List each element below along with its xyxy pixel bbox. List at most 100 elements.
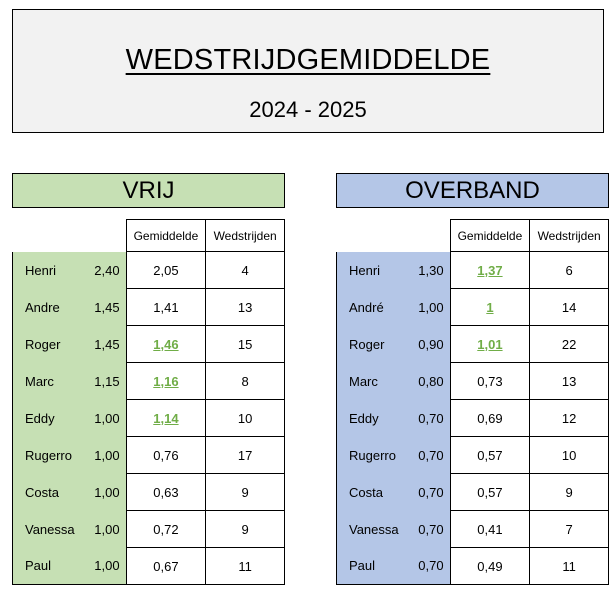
player-target: 1,00 (94, 558, 120, 574)
player-target: 1,45 (94, 299, 120, 315)
player-matches: 4 (205, 251, 285, 289)
player-average: 0,73 (477, 373, 503, 389)
player-target: 0,70 (418, 558, 444, 574)
overband-table: Gemiddelde Wedstrijden Henri 1,30 1,37 6 And… (336, 219, 609, 585)
player-matches: 9 (205, 473, 285, 511)
player-average: 1,46 (153, 336, 179, 352)
player-matches: 13 (529, 362, 609, 400)
player-target: 0,70 (418, 484, 444, 500)
player-target: 0,70 (418, 410, 444, 426)
player-average: 0,57 (477, 484, 503, 500)
player-name: Eddy (349, 410, 379, 426)
title-box: WEDSTRIJDGEMIDDELDE 2024 - 2025 (12, 9, 604, 133)
player-name: Roger (25, 336, 61, 352)
player-average: 0,69 (477, 410, 503, 426)
player-target: 0,70 (418, 521, 444, 537)
player-name: Vanessa (349, 521, 399, 537)
table-row: Costa 0,70 0,57 9 (336, 473, 609, 511)
player-average: 0,76 (153, 447, 179, 463)
player-average: 1,16 (153, 373, 179, 389)
player-matches: 9 (205, 510, 285, 548)
player-name: Andre (25, 299, 60, 315)
vrij-table: Gemiddelde Wedstrijden Henri 2,40 2,05 4 And… (12, 219, 285, 585)
player-matches: 10 (529, 436, 609, 474)
table-row: Roger 1,45 1,46 15 (12, 325, 285, 363)
player-average: 1,41 (153, 299, 179, 315)
player-name: Henri (349, 262, 381, 278)
player-average: 0,72 (153, 521, 179, 537)
player-target: 1,00 (94, 447, 120, 463)
player-target: 1,15 (94, 373, 120, 389)
player-name: Costa (349, 484, 383, 500)
player-name: Rugerro (25, 447, 72, 463)
player-average: 0,67 (153, 558, 179, 574)
player-matches: 9 (529, 473, 609, 511)
table-row: Paul 1,00 0,67 11 (12, 547, 285, 585)
table-row: Costa 1,00 0,63 9 (12, 473, 285, 511)
player-average: 1,37 (477, 262, 503, 278)
table-row: Andre 1,45 1,41 13 (12, 288, 285, 326)
player-average: 0,57 (477, 447, 503, 463)
table-row: Rugerro 0,70 0,57 10 (336, 436, 609, 474)
table-row: Vanessa 1,00 0,72 9 (12, 510, 285, 548)
player-target: 1,00 (94, 521, 120, 537)
player-matches: 17 (205, 436, 285, 474)
player-matches: 6 (529, 251, 609, 289)
player-matches: 12 (529, 399, 609, 437)
player-name: Marc (349, 373, 378, 389)
table-row: Paul 0,70 0,49 11 (336, 547, 609, 585)
player-name: Henri (25, 262, 57, 278)
season-label: 2024 - 2025 (249, 97, 367, 122)
player-target: 1,45 (94, 336, 120, 352)
table-row: Henri 1,30 1,37 6 (336, 251, 609, 289)
player-name: Costa (25, 484, 59, 500)
player-target: 0,90 (418, 336, 444, 352)
player-matches: 15 (205, 325, 285, 363)
player-name: Eddy (25, 410, 55, 426)
player-average: 2,05 (153, 262, 179, 278)
player-average: 1,14 (153, 410, 179, 426)
col-header-matches: Wedstrijden (205, 219, 285, 252)
player-name: Paul (349, 558, 376, 574)
table-row: Eddy 0,70 0,69 12 (336, 399, 609, 437)
table-row: Eddy 1,00 1,14 10 (12, 399, 285, 437)
table-row: Marc 0,80 0,73 13 (336, 362, 609, 400)
col-header-matches: Wedstrijden (529, 219, 609, 252)
player-name: Rugerro (349, 447, 396, 463)
player-matches: 7 (529, 510, 609, 548)
vrij-header: VRIJ (12, 173, 285, 208)
player-matches: 10 (205, 399, 285, 437)
player-average: 1,01 (477, 336, 503, 352)
player-target: 2,40 (94, 262, 120, 278)
player-name: Vanessa (25, 521, 75, 537)
table-row: Rugerro 1,00 0,76 17 (12, 436, 285, 474)
player-matches: 11 (205, 547, 285, 585)
player-matches: 13 (205, 288, 285, 326)
player-target: 1,00 (94, 410, 120, 426)
col-header-avg: Gemiddelde (125, 219, 207, 252)
table-row: Roger 0,90 1,01 22 (336, 325, 609, 363)
overband-header: OVERBAND (336, 173, 609, 208)
vrij-section: VRIJ Gemiddelde Wedstrijden Henri 2,40 2,0… (12, 173, 285, 585)
player-target: 0,80 (418, 373, 444, 389)
table-row: André 1,00 1 14 (336, 288, 609, 326)
player-matches: 22 (529, 325, 609, 363)
player-name: Marc (25, 373, 54, 389)
player-target: 1,30 (418, 262, 444, 278)
player-average: 0,49 (477, 558, 503, 574)
table-row: Henri 2,40 2,05 4 (12, 251, 285, 289)
player-matches: 8 (205, 362, 285, 400)
player-average: 0,63 (153, 484, 179, 500)
player-average: 0,41 (477, 521, 503, 537)
player-name: Roger (349, 336, 385, 352)
player-target: 1,00 (94, 484, 120, 500)
overband-section: OVERBAND Gemiddelde Wedstrijden Henri 1,3… (336, 173, 609, 585)
player-target: 0,70 (418, 447, 444, 463)
col-header-avg: Gemiddelde (449, 219, 531, 252)
player-target: 1,00 (418, 299, 444, 315)
page-title: WEDSTRIJDGEMIDDELDE (125, 44, 491, 76)
player-name: André (349, 299, 384, 315)
player-name: Paul (25, 558, 52, 574)
table-row: Marc 1,15 1,16 8 (12, 362, 285, 400)
player-matches: 11 (529, 547, 609, 585)
